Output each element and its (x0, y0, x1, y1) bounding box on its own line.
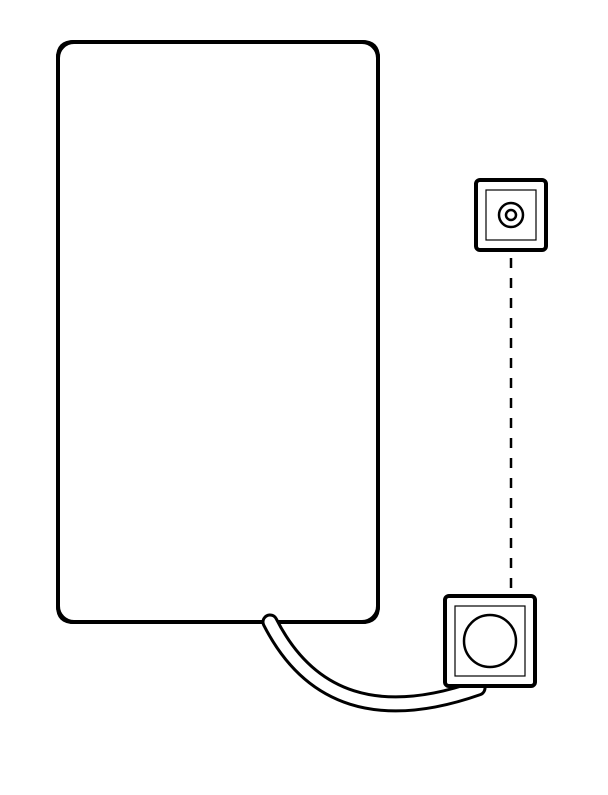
heater-body-outer (58, 42, 378, 622)
wall-outlet-top (476, 180, 546, 250)
wall-outlet-bottom (445, 596, 535, 686)
plug-circle (464, 615, 516, 667)
